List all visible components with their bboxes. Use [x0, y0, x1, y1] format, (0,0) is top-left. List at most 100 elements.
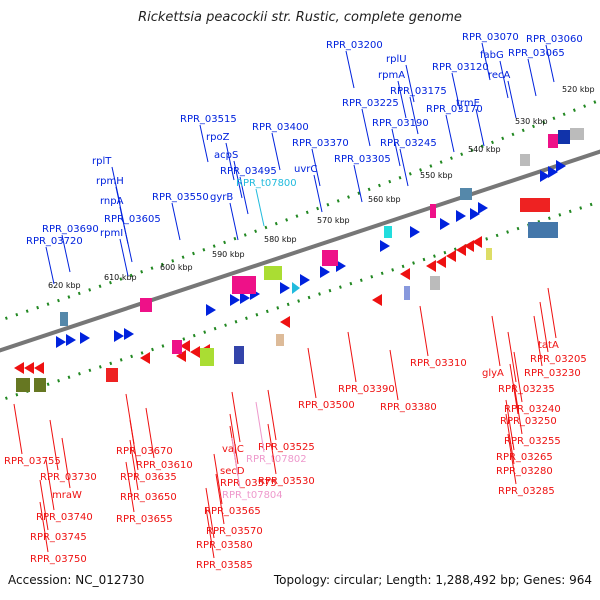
forward-gene-leader [527, 58, 537, 97]
forward-gene-label: trmE [456, 98, 480, 109]
reverse-gene-label: mraW [52, 490, 82, 501]
scale-label: 560 kbp [368, 195, 401, 204]
reverse-gene-leader [307, 347, 317, 399]
forward-gene-arrow [66, 334, 76, 346]
reverse-gene-leader [547, 287, 557, 339]
reverse-gene-leader [129, 419, 139, 471]
reverse-gene-label: RPR_03570 [206, 526, 263, 537]
genome-backbone [0, 149, 600, 353]
gene-feature-box [322, 250, 338, 266]
reverse-gene-arrow [472, 236, 482, 248]
reverse-gene-leader [39, 479, 49, 531]
reverse-gene-arrow [176, 350, 186, 362]
forward-gene-arrow [470, 208, 480, 220]
forward-gene-arrow [540, 170, 550, 182]
reverse-gene-label: RPR_03650 [120, 492, 177, 503]
forward-gene-leader [499, 60, 509, 99]
forward-gene-arrow [548, 166, 558, 178]
reverse-gene-arrow [464, 240, 474, 252]
forward-gene-leader [353, 164, 363, 203]
reverse-gene-label: RPR_03280 [496, 466, 553, 477]
reverse-gene-leader [45, 459, 55, 511]
reverse-gene-label: RPR_03610 [136, 460, 193, 471]
gene-feature-box [16, 378, 30, 392]
reverse-gene-leader [513, 351, 523, 403]
reverse-gene-leader [49, 419, 59, 471]
forward-gene-label: RPR_t07800 [236, 178, 297, 189]
forward-gene-label: rpoZ [206, 132, 230, 143]
reverse-gene-label: tatA [538, 340, 559, 351]
scale-label: 610 kbp [104, 273, 137, 282]
forward-gene-arrow [410, 226, 420, 238]
forward-gene-leader [229, 202, 239, 241]
reverse-gene-label: RPR_03755 [4, 456, 61, 467]
reverse-gene-leader [513, 383, 523, 435]
forward-gene-label: RPR_03370 [292, 138, 349, 149]
reverse-gene-label: RPR_03655 [116, 514, 173, 525]
gene-feature-box [520, 154, 530, 166]
scale-label: 520 kbp [562, 85, 595, 94]
gene-feature-box [520, 198, 550, 212]
forward-gene-label: RPR_03120 [432, 62, 489, 73]
gene-feature-box [200, 348, 214, 366]
reverse-gene-label: RPR_03250 [500, 416, 557, 427]
forward-gene-label: fabG [480, 50, 504, 61]
forward-gene-leader [361, 108, 371, 147]
forward-gene-label: RPR_03175 [390, 86, 447, 97]
forward-gene-label: RPR_03070 [462, 32, 519, 43]
forward-gene-arrow [556, 160, 566, 172]
reverse-gene-leader [39, 501, 49, 553]
gene-feature-box [430, 204, 436, 218]
reverse-gene-leader [491, 315, 501, 367]
forward-gene-leader [239, 176, 249, 215]
reverse-gene-leader [205, 487, 215, 539]
reverse-gene-label: RPR_03205 [530, 354, 587, 365]
forward-gene-leader [45, 246, 55, 285]
forward-gene-arrow [280, 282, 290, 294]
gene-feature-box [384, 226, 392, 238]
reverse-gene-leader [231, 391, 241, 443]
forward-gene-arrow [478, 202, 488, 214]
reverse-gene-leader [231, 437, 241, 489]
reverse-gene-leader [533, 315, 543, 367]
reverse-gene-leader [255, 401, 265, 453]
forward-gene-leader [225, 142, 235, 181]
reverse-gene-leader [125, 461, 135, 513]
forward-gene-label: gyrB [210, 192, 233, 203]
forward-gene-leader [171, 202, 181, 241]
forward-gene-label: rplU [386, 54, 407, 65]
forward-gene-arrow [300, 274, 310, 286]
forward-gene-label: RPR_03720 [26, 236, 83, 247]
forward-gene-label: RPR_03605 [104, 214, 161, 225]
forward-gene-leader [545, 44, 555, 83]
reverse-gene-arrow [280, 316, 290, 328]
forward-gene-arrow [380, 240, 390, 252]
scale-label: 580 kbp [264, 235, 297, 244]
forward-gene-leader [475, 108, 485, 147]
forward-gene-label: uvrC [294, 164, 317, 175]
reverse-gene-label: glyA [482, 368, 504, 379]
forward-gene-arrow [124, 328, 134, 340]
forward-gene-leader [397, 80, 407, 119]
reverse-gene-leader [389, 349, 399, 401]
reverse-gene-label: RPR_03525 [258, 442, 315, 453]
forward-gene-label: RPR_03515 [180, 114, 237, 125]
gene-feature-box [60, 312, 68, 326]
forward-gene-leader [481, 42, 491, 81]
gene-feature-box [404, 286, 410, 300]
reverse-gene-label: RPR_t07804 [222, 490, 283, 501]
forward-gene-arrow [114, 330, 124, 342]
reverse-gene-leader [215, 473, 225, 525]
forward-gene-arrow [456, 210, 466, 222]
scale-label: 530 kbp [515, 117, 548, 126]
forward-gene-label: RPR_03245 [380, 138, 437, 149]
reverse-gene-label: RPR_03380 [380, 402, 437, 413]
forward-gene-leader [409, 96, 419, 135]
forward-gene-arrow [320, 266, 330, 278]
forward-gene-leader [451, 72, 461, 111]
reverse-gene-leader [509, 363, 519, 415]
reverse-gene-label: secD [220, 466, 245, 477]
trna-gene-arrow [292, 282, 300, 294]
